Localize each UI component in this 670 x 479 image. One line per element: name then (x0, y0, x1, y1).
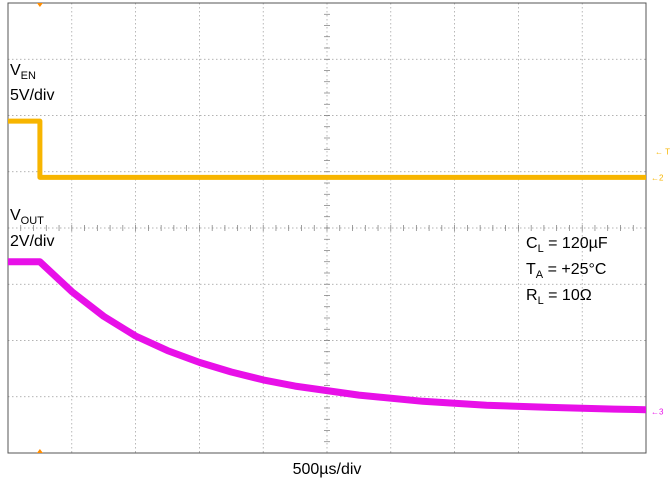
trigger-position-marker-bottom (36, 449, 43, 453)
plot-border (7, 2, 647, 454)
trigger-position-marker-top (36, 3, 43, 7)
annotation-rl: RL = 10Ω (526, 287, 592, 307)
grid (8, 3, 646, 453)
annotation-cl: CL = 120µF (526, 235, 608, 255)
vout-scale-label: 2V/div (10, 233, 54, 250)
traces (7, 118, 647, 414)
trigger-level-marker: ← T (655, 147, 670, 156)
vout-label: VOUT (10, 207, 44, 227)
time-scale-label: 500µs/div (293, 461, 362, 478)
ven-scale-label: 5V/div (10, 87, 54, 104)
ch2-ground-marker: ←2 (651, 173, 664, 182)
markers: ← T ←2 ←3 (36, 3, 670, 453)
ch3-ground-marker: ←3 (651, 408, 664, 417)
ven-label: VEN (10, 62, 36, 82)
vout-trace (7, 258, 647, 414)
annotation-ta: TA = +25°C (526, 261, 606, 281)
